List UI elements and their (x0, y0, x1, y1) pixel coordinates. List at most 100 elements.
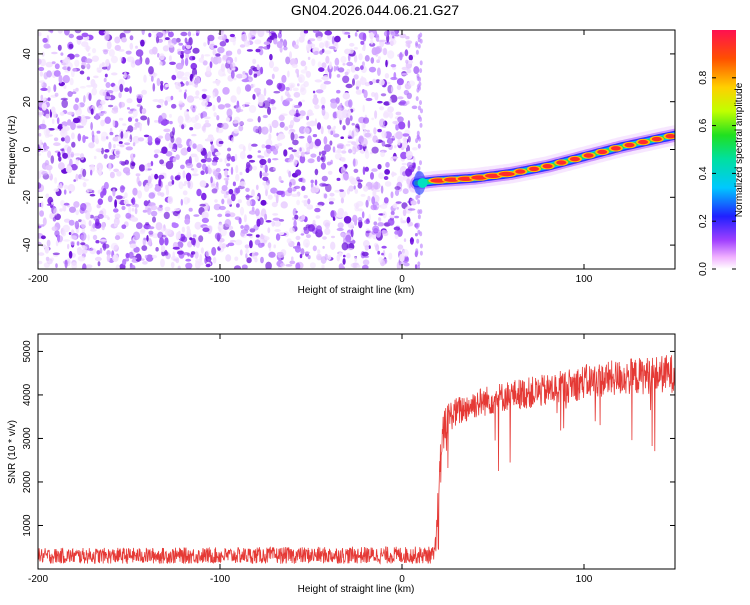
noise-speckle (101, 221, 106, 231)
noise-speckle (110, 55, 118, 64)
noise-speckle (44, 245, 50, 254)
noise-speckle (373, 181, 381, 190)
noise-speckle (115, 264, 120, 269)
noise-speckle (152, 216, 156, 223)
noise-speckle (346, 252, 351, 259)
noise-speckle (186, 226, 190, 230)
noise-speckle (387, 50, 395, 59)
noise-speckle (183, 110, 189, 118)
noise-speckle (81, 41, 89, 47)
noise-speckle (214, 199, 218, 203)
noise-speckle (157, 231, 164, 239)
noise-speckle (137, 137, 145, 142)
noise-speckle (80, 114, 86, 121)
noise-speckle (238, 124, 244, 132)
noise-speckle (38, 58, 42, 65)
noise-speckle (345, 83, 353, 89)
noise-speckle (330, 210, 337, 218)
noise-speckle (418, 136, 421, 142)
noise-speckle (64, 259, 68, 269)
noise-speckle (170, 136, 175, 143)
noise-speckle (280, 201, 288, 209)
noise-speckle (119, 83, 124, 93)
noise-speckle (322, 245, 325, 249)
noise-speckle (272, 213, 279, 216)
noise-speckle (138, 180, 142, 187)
noise-speckle (41, 51, 45, 57)
noise-speckle (280, 95, 284, 102)
noise-speckle (233, 265, 242, 269)
noise-speckle (369, 32, 374, 40)
noise-speckle (221, 185, 228, 192)
noise-speckle (289, 51, 292, 60)
noise-speckle (54, 92, 59, 97)
noise-speckle (306, 234, 311, 239)
noise-speckle (375, 33, 380, 42)
noise-speckle (118, 92, 122, 99)
noise-speckle (316, 155, 321, 162)
noise-speckle (252, 125, 259, 133)
noise-speckle (81, 32, 89, 38)
noise-speckle (390, 210, 395, 216)
noise-speckle (129, 243, 137, 249)
noise-speckle (86, 84, 93, 88)
noise-speckle (336, 89, 341, 94)
noise-speckle (338, 189, 344, 192)
noise-speckle (271, 73, 275, 80)
noise-speckle (249, 30, 256, 38)
noise-speckle (398, 262, 405, 266)
noise-speckle (292, 87, 299, 92)
noise-speckle (40, 82, 44, 87)
noise-speckle (145, 222, 150, 226)
noise-speckle (60, 97, 68, 101)
noise-speckle (103, 153, 108, 159)
noise-speckle (165, 83, 170, 88)
noise-speckle (256, 218, 261, 227)
noise-speckle (183, 196, 190, 205)
noise-speckle (319, 50, 324, 55)
noise-speckle (315, 215, 321, 219)
noise-speckle (107, 217, 110, 220)
noise-speckle (57, 30, 63, 34)
noise-speckle (232, 77, 237, 81)
noise-speckle (228, 200, 232, 204)
noise-speckle (126, 130, 131, 134)
noise-speckle (67, 243, 70, 250)
noise-speckle (371, 168, 378, 172)
noise-speckle (363, 122, 366, 129)
noise-speckle (235, 165, 239, 174)
noise-speckle (340, 197, 344, 204)
noise-speckle (115, 195, 123, 200)
noise-speckle (286, 238, 292, 244)
noise-speckle (323, 40, 331, 48)
noise-speckle (83, 95, 86, 103)
noise-speckle (342, 92, 350, 100)
noise-speckle (57, 233, 60, 243)
noise-speckle (273, 38, 278, 45)
noise-speckle (321, 175, 328, 182)
noise-speckle (204, 54, 211, 57)
noise-speckle (38, 66, 45, 72)
noise-speckle (417, 43, 421, 49)
noise-speckle (73, 179, 76, 182)
noise-speckle (368, 213, 372, 221)
noise-speckle (150, 210, 158, 217)
noise-speckle (135, 45, 138, 49)
noise-speckle (259, 170, 263, 179)
noise-speckle (239, 249, 243, 256)
snr-ylabel: SNR (10 * v/v) (7, 420, 18, 484)
noise-speckle (80, 219, 87, 229)
noise-speckle (330, 101, 338, 109)
noise-speckle (301, 214, 306, 220)
noise-speckle (285, 264, 293, 267)
noise-speckle (50, 155, 55, 164)
noise-speckle (75, 173, 79, 182)
noise-speckle (103, 77, 107, 83)
noise-speckle (39, 71, 44, 77)
noise-speckle (315, 204, 323, 208)
noise-speckle (419, 122, 423, 128)
noise-speckle (417, 199, 421, 205)
noise-speckle (342, 258, 346, 265)
noise-speckle (148, 66, 154, 75)
noise-speckle (387, 106, 394, 113)
